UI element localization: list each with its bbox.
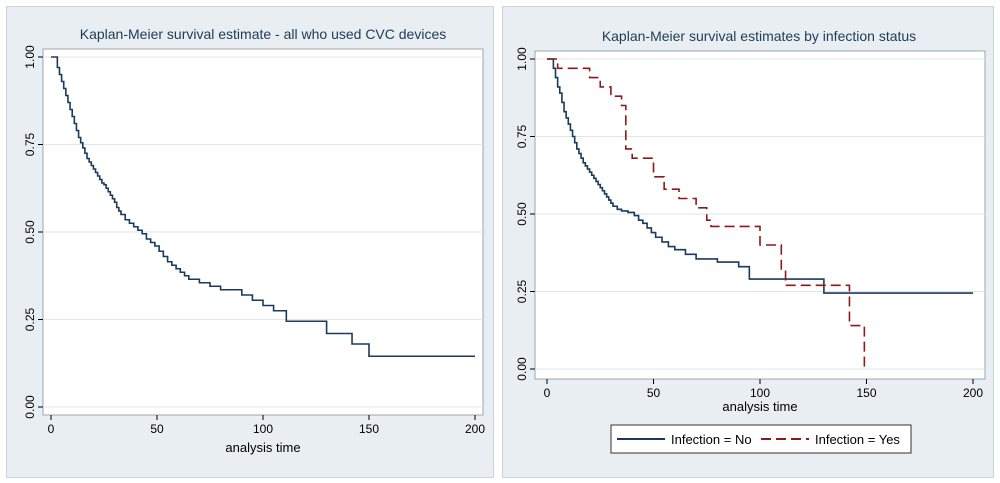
y-tick-label: 0.25 [23,307,37,331]
x-tick-label: 200 [465,422,485,436]
x-tick-label: 150 [359,422,379,436]
chart-title: Kaplan-Meier survival estimates by infec… [602,28,916,44]
x-tick-label: 50 [647,386,661,400]
y-tick-label: 0.50 [515,202,529,226]
x-tick-label: 150 [856,386,876,400]
x-tick-label: 200 [963,386,983,400]
x-tick-label: 100 [253,422,273,436]
x-axis-label: analysis time [722,399,797,414]
series-line-0 [547,58,973,294]
y-tick-label: 0.75 [23,132,37,156]
y-tick-label: 1.00 [23,45,37,69]
legend-label-yes: Infection = Yes [815,432,900,447]
x-tick-label: 0 [544,386,551,400]
y-tick-label: 0.00 [23,395,37,419]
series-line-1 [547,58,866,369]
x-tick-label: 0 [48,422,55,436]
y-tick-label: 0.50 [23,220,37,244]
chart-title: Kaplan-Meier survival estimate - all who… [80,26,446,42]
x-axis-label: analysis time [225,440,300,455]
plot-area [534,50,986,380]
y-tick-label: 1.00 [515,47,529,71]
y-tick-label: 0.25 [515,279,529,303]
x-tick-label: 100 [750,386,770,400]
x-tick-label: 50 [150,422,164,436]
survival-chart-by-infection: Kaplan-Meier survival estimates by infec… [515,28,986,454]
y-tick-label: 0.75 [515,124,529,148]
legend-label-no: Infection = No [671,432,752,447]
y-tick-label: 0.00 [515,357,529,381]
legend: Infection = No Infection = Yes [610,424,912,454]
left-chart-panel: Kaplan-Meier survival estimate - all who… [6,6,494,478]
series-line-0 [51,56,475,358]
survival-chart-all: Kaplan-Meier survival estimate - all who… [23,26,485,455]
right-chart-panel: Kaplan-Meier survival estimates by infec… [502,6,994,478]
